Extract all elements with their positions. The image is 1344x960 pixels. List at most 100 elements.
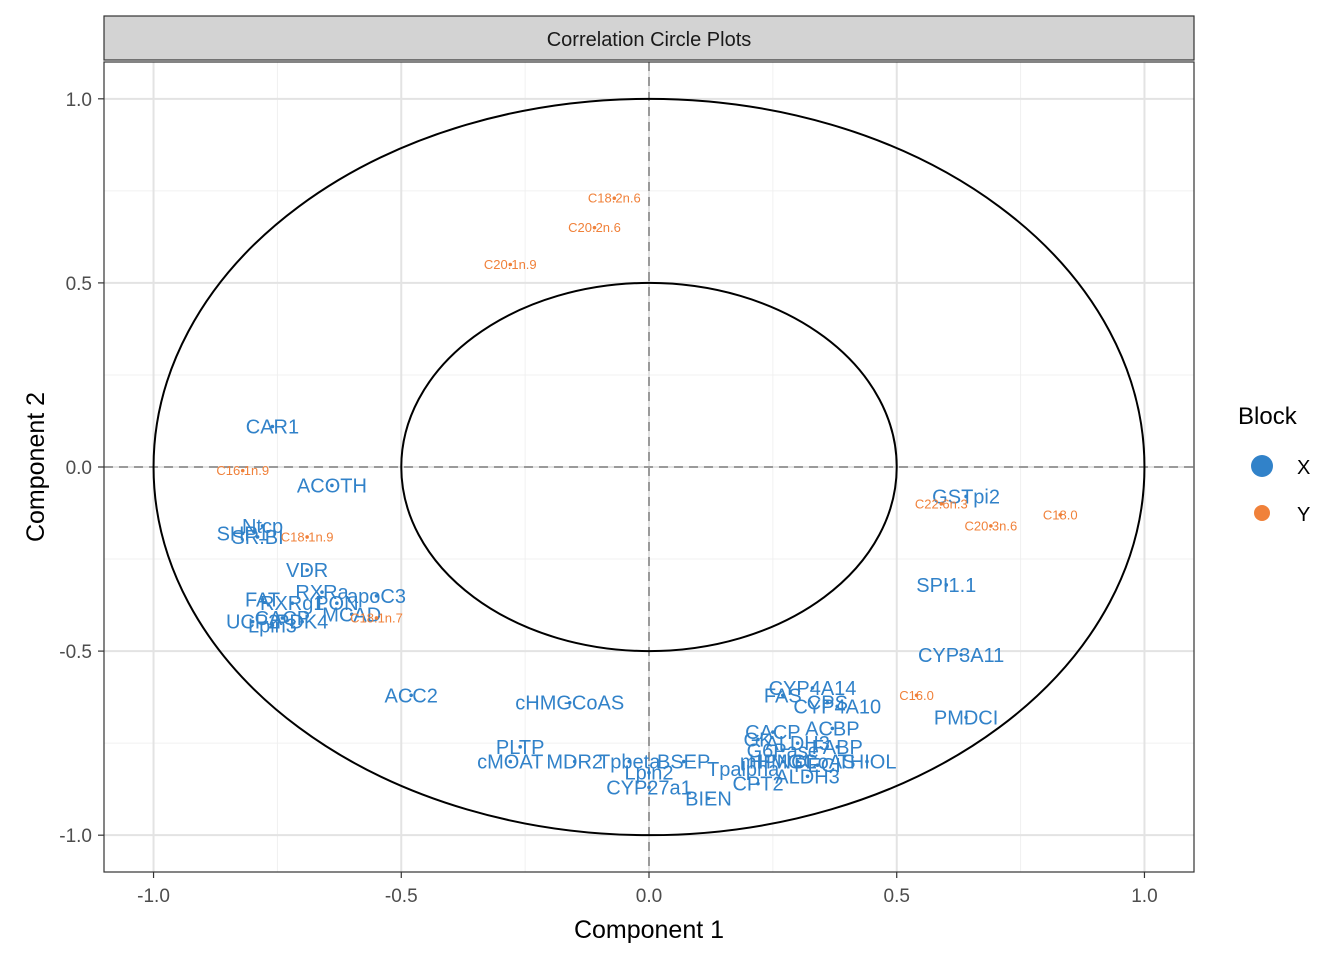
- point-label: BSEP: [657, 752, 710, 774]
- point-label: ACOTH: [297, 475, 367, 497]
- data-point-X: [756, 781, 760, 786]
- data-point-X: [300, 619, 304, 624]
- data-point-X: [290, 601, 295, 606]
- point-label: C18.0: [1043, 507, 1078, 522]
- data-point-X: [260, 597, 265, 602]
- point-label: CPS: [807, 693, 848, 715]
- data-point-X: [835, 745, 840, 749]
- data-point-Y: [305, 535, 309, 539]
- point-label: CACP: [255, 608, 311, 630]
- point-label: BIEN: [685, 788, 732, 810]
- legend-title: Block: [1238, 403, 1298, 430]
- data-point-X: [250, 619, 255, 624]
- data-point-X: [280, 616, 285, 620]
- point-label: G6Pase: [747, 741, 819, 763]
- point-label: C16.0: [899, 688, 934, 703]
- y-axis-ticks: 1.0 0.5 0.0 -0.5 -1.0: [59, 90, 104, 847]
- data-point-X: [706, 796, 711, 801]
- data-point-X: [647, 770, 651, 775]
- data-point-X: [647, 785, 651, 790]
- point-label: Tpalpha: [707, 759, 780, 781]
- data-point-X: [795, 741, 800, 745]
- data-point-X: [255, 535, 260, 539]
- data-point-X: [335, 601, 339, 606]
- point-label: CYP4A10: [793, 696, 881, 718]
- x-tick-label: 0.0: [636, 886, 662, 907]
- legend: Block X Y: [1238, 403, 1310, 526]
- point-label: RXRg1: [260, 593, 324, 615]
- data-point-X: [959, 652, 963, 657]
- data-point-X: [771, 730, 775, 734]
- point-label: FABP: [812, 737, 863, 759]
- data-point-Y: [989, 524, 993, 528]
- point-label: PMDCI: [934, 707, 998, 729]
- point-label: HPNCL: [749, 752, 817, 774]
- data-point-X: [780, 759, 785, 764]
- legend-label-Y: Y: [1297, 504, 1310, 526]
- point-label: FAT: [245, 590, 280, 612]
- data-point-Y: [1058, 513, 1063, 517]
- data-point-X: [756, 737, 760, 742]
- data-point-X: [815, 763, 820, 768]
- legend-label-X: X: [1297, 457, 1310, 479]
- data-point-X: [627, 759, 631, 764]
- data-point-X: [780, 693, 785, 698]
- point-label: Lpin3: [248, 615, 297, 637]
- data-point-Y: [939, 502, 944, 506]
- data-point-X: [964, 715, 968, 720]
- y-tick-label: 0.5: [66, 274, 92, 295]
- point-label: CYP4A14: [769, 678, 857, 700]
- x-tick-label: 1.0: [1131, 886, 1157, 907]
- data-point-X: [270, 623, 275, 628]
- data-point-X: [409, 693, 413, 698]
- x-tick-label: 0.5: [884, 886, 910, 907]
- x-tick-label: -1.0: [137, 886, 170, 907]
- point-label: CAR1: [246, 417, 299, 439]
- data-point-X: [270, 424, 275, 429]
- point-label: C20.3n.6: [964, 518, 1017, 533]
- point-label: CYP27a1: [606, 777, 692, 799]
- point-label: VDR: [286, 560, 328, 582]
- legend-key-Y: [1254, 505, 1270, 521]
- correlation-circles: [152, 97, 1146, 837]
- point-label: Lpin2: [625, 763, 674, 785]
- point-label: RXRa: [295, 582, 349, 604]
- point-label: mHMGCoAS: [740, 752, 856, 774]
- data-point-X: [240, 531, 245, 536]
- data-point-X: [835, 704, 840, 709]
- x-tick-label: -0.5: [385, 886, 418, 907]
- data-point-X: [795, 759, 800, 764]
- point-label: PLTP: [496, 737, 545, 759]
- legend-key-X: [1251, 455, 1273, 477]
- point-label: Ntcp: [242, 516, 283, 538]
- y-tick-label: 1.0: [66, 90, 92, 111]
- point-label: cMOAT: [477, 752, 543, 774]
- point-label: SR.BI: [231, 527, 283, 549]
- data-point-Y: [592, 225, 597, 230]
- point-label: SHP1: [217, 523, 269, 545]
- point-label: C22.6n.3: [915, 496, 968, 511]
- data-point-X: [681, 759, 686, 764]
- point-label: CYP3A11: [918, 645, 1004, 667]
- point-label: CPT2: [732, 774, 783, 796]
- data-point-X: [567, 700, 572, 705]
- point-label: C18.2n.6: [588, 191, 641, 206]
- data-point-X: [508, 759, 513, 764]
- data-point-X: [865, 759, 869, 764]
- point-label: ACBP: [805, 718, 859, 740]
- x-axis-title: Component 1: [574, 916, 724, 944]
- point-label: SPI1.1: [916, 575, 976, 597]
- point-label: C20.2n.6: [568, 220, 621, 235]
- strip-title: Correlation Circle Plots: [547, 29, 752, 51]
- point-label: Tpbeta: [598, 752, 661, 774]
- point-label: C20.1n.9: [484, 257, 537, 272]
- data-point-X: [572, 759, 577, 764]
- data-point-Y: [612, 196, 617, 201]
- point-label: MCAD: [322, 604, 381, 626]
- point-label: GSTpi2: [932, 486, 1000, 508]
- point-label: ALDH3: [775, 766, 839, 788]
- data-point-X: [330, 483, 334, 488]
- strip-header: [103, 15, 1195, 61]
- point-label: PDK4: [276, 612, 328, 634]
- data-point-X: [741, 767, 745, 771]
